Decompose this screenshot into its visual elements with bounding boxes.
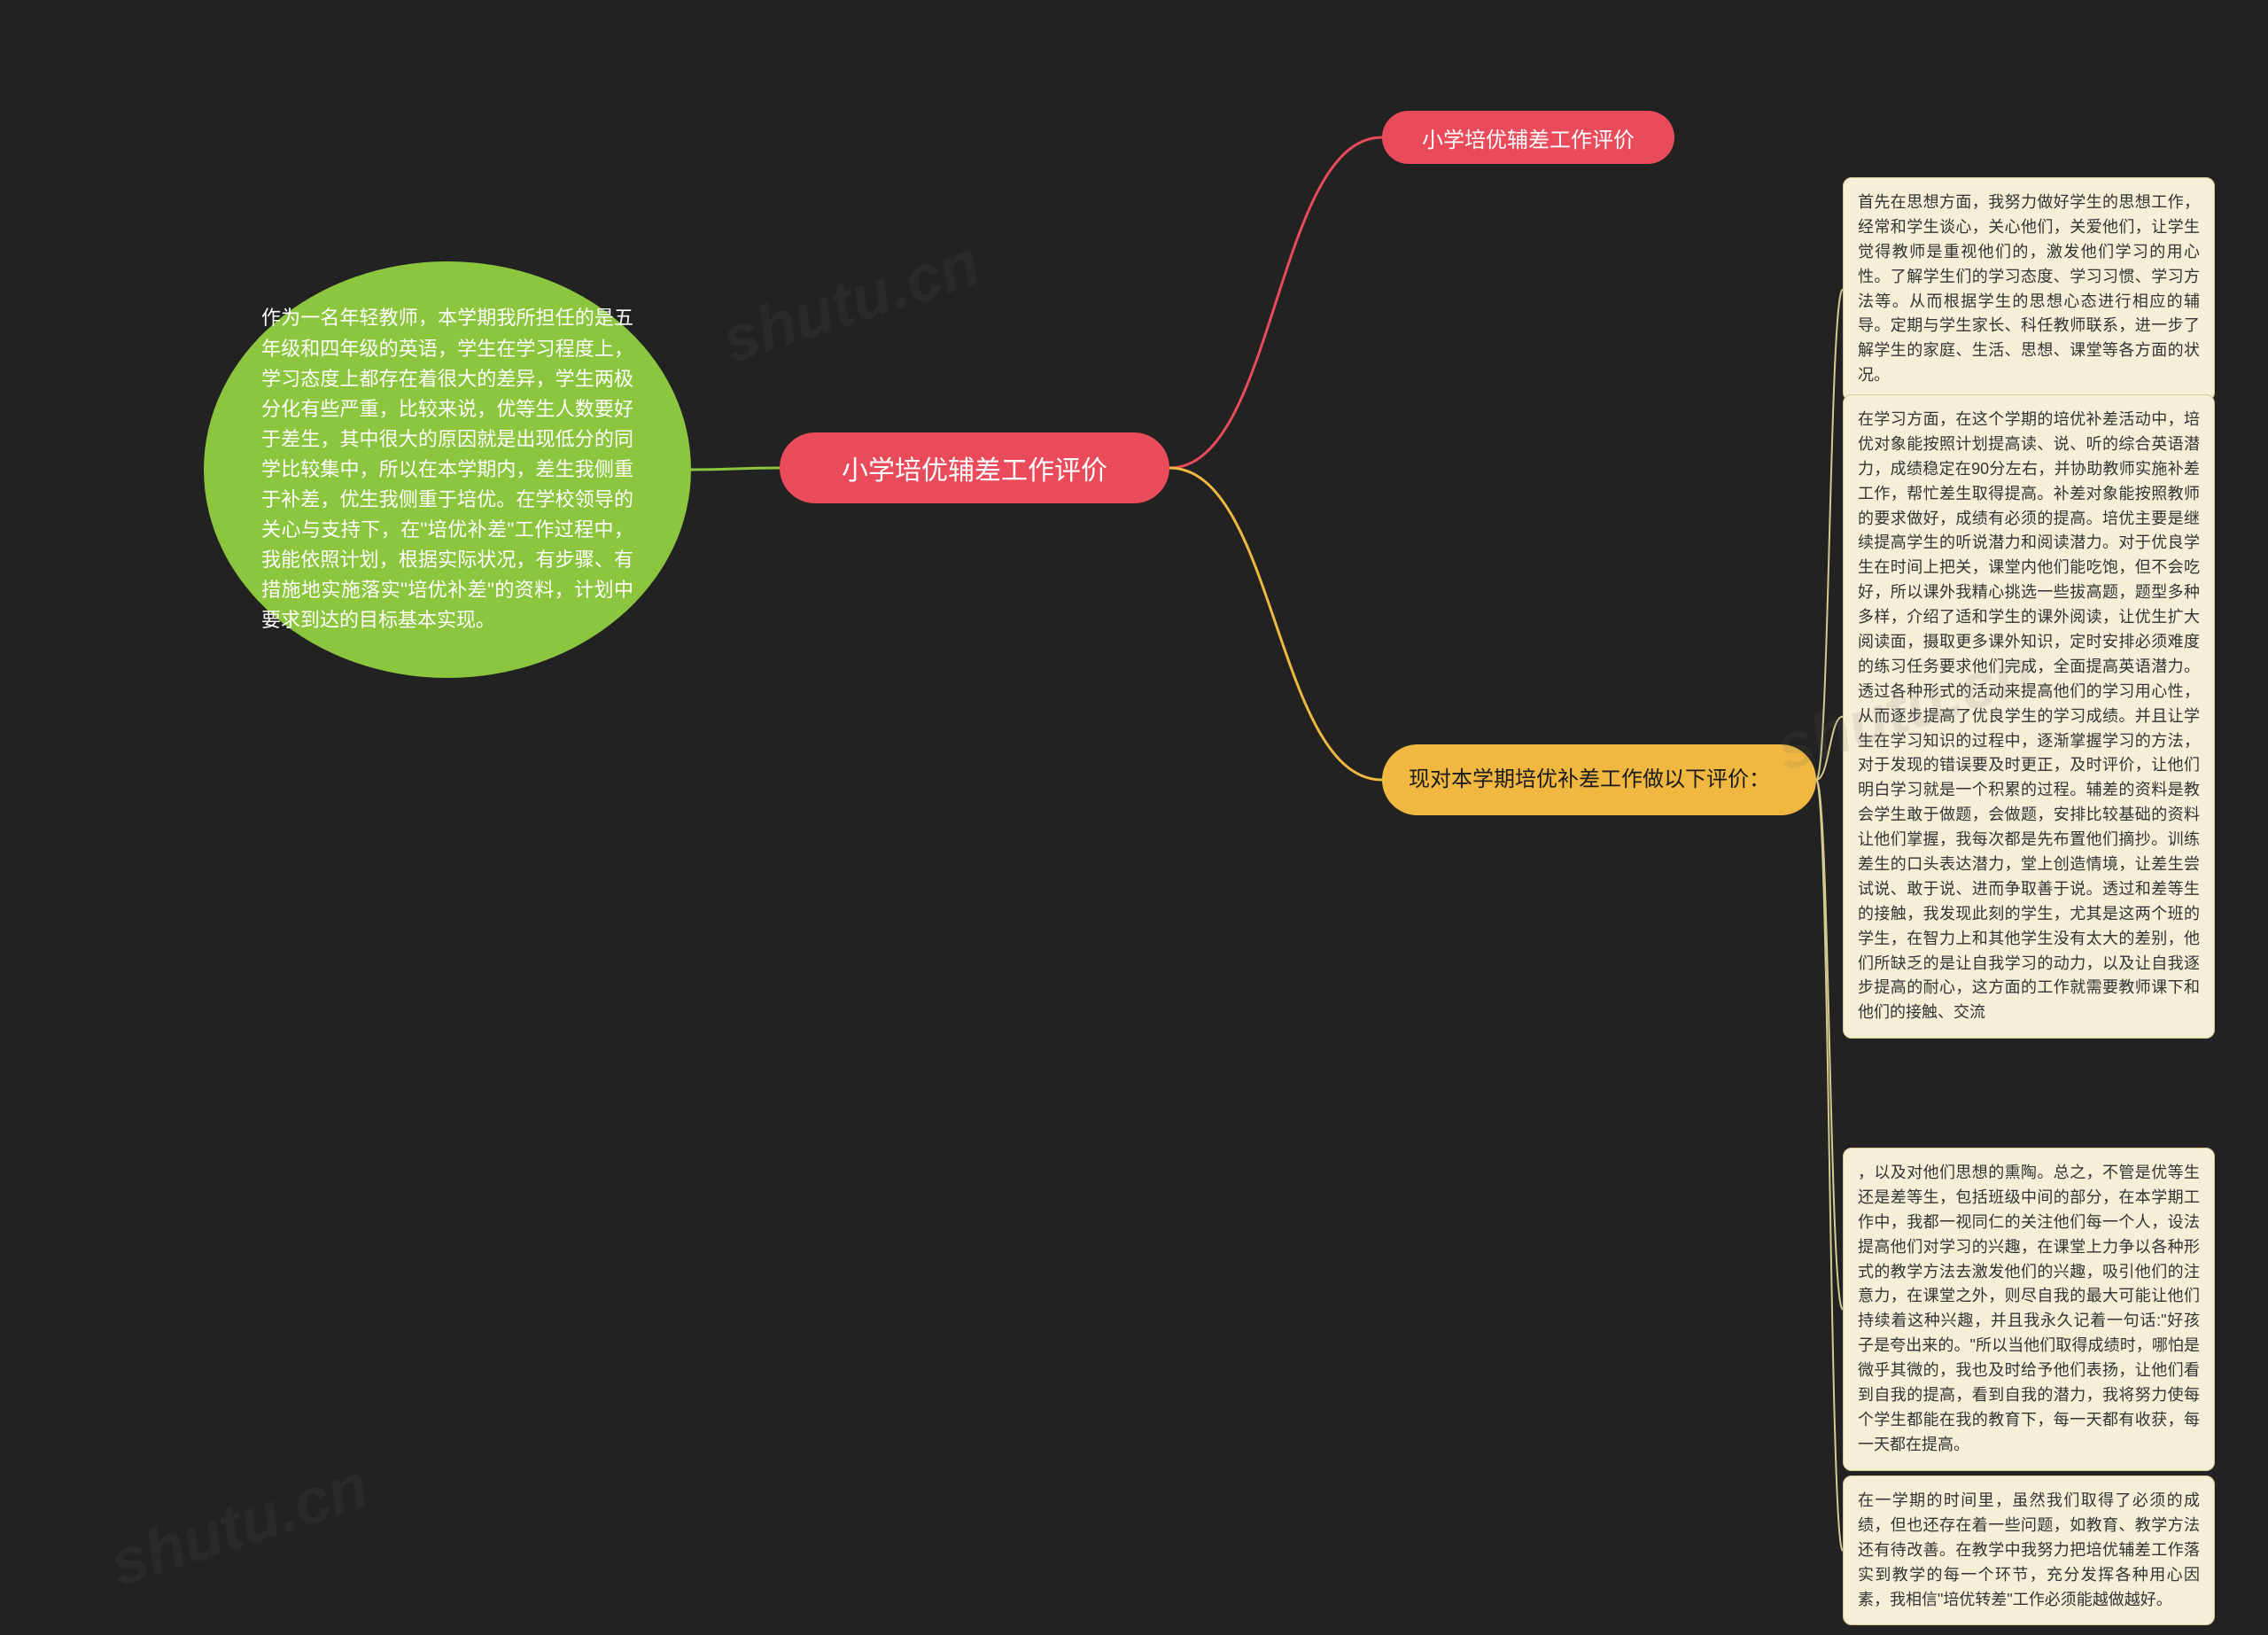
detail-box-0: 首先在思想方面，我努力做好学生的思想工作，经常和学生谈心，关心他们，关爱他们，让… [1843,177,2215,401]
edge [691,468,780,470]
intro-node: 作为一名年轻教师，本学期我所担任的是五年级和四年级的英语，学生在学习程度上，学习… [204,261,691,678]
intro-text: 作为一名年轻教师，本学期我所担任的是五年级和四年级的英语，学生在学习程度上，学习… [261,303,633,635]
edge [1169,468,1382,780]
root-label: 小学培优辅差工作评价 [842,448,1107,487]
root-node[interactable]: 小学培优辅差工作评价 [780,432,1169,503]
edge [1816,780,1843,1309]
branch-evaluation-node[interactable]: 现对本学期培优补差工作做以下评价： [1382,744,1816,815]
edge [1816,717,1843,780]
edge [1816,780,1843,1551]
edge [1816,290,1843,780]
branch-evaluation-label: 现对本学期培优补差工作做以下评价： [1409,765,1770,795]
branch-title-node[interactable]: 小学培优辅差工作评价 [1382,111,1674,164]
detail-box-2: ，以及对他们思想的熏陶。总之，不管是优等生还是差等生，包括班级中间的部分，在本学… [1843,1148,2215,1471]
edge [1169,137,1382,468]
detail-box-3: 在一学期的时间里，虽然我们取得了必须的成绩，但也还存在着一些问题，如教育、教学方… [1843,1475,2215,1625]
branch-title-label: 小学培优辅差工作评价 [1422,122,1635,153]
detail-box-1: 在学习方面，在这个学期的培优补差活动中，培优对象能按照计划提高读、说、听的综合英… [1843,394,2215,1039]
